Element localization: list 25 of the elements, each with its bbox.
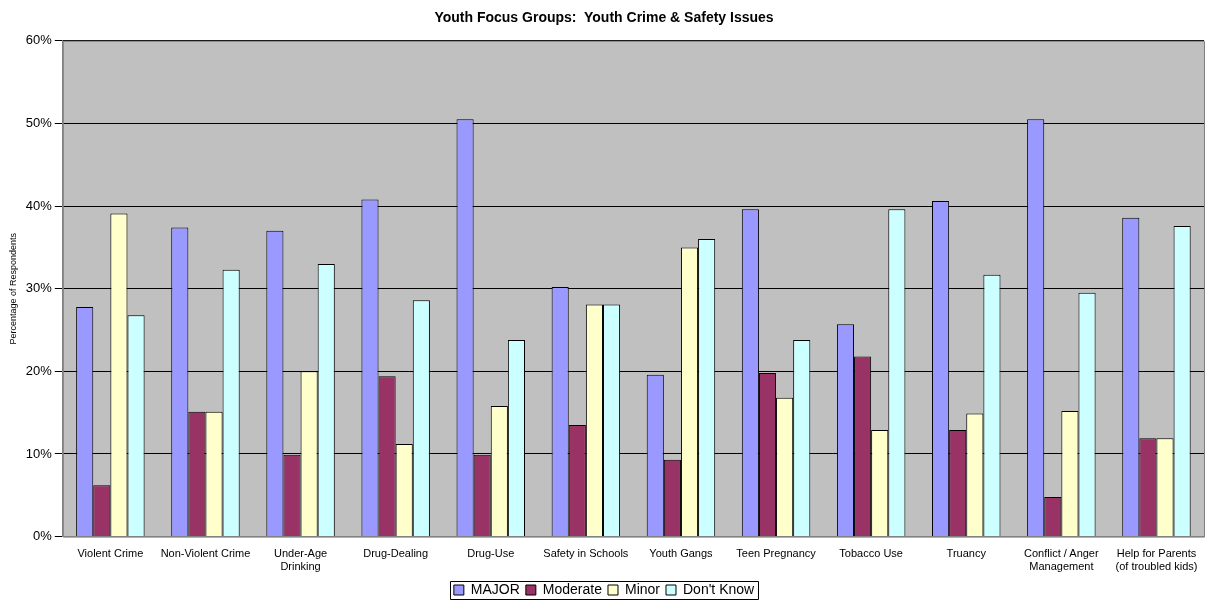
y-tick-label: 0% xyxy=(33,528,53,544)
x-tick-label: Conflict / Anger Management xyxy=(1024,547,1099,573)
y-tick-label: 30% xyxy=(25,280,53,296)
x-tick-label: Help for Parents (of troubled kids) xyxy=(1115,547,1198,573)
y-tick-label: 10% xyxy=(25,445,53,461)
y-tick-label: 60% xyxy=(25,32,53,48)
x-tick-label: Truancy xyxy=(946,547,987,560)
legend-label: Moderate xyxy=(542,580,603,597)
x-tick-label: Teen Pregnancy xyxy=(736,547,817,560)
x-tick-label: Tobacco Use xyxy=(839,547,903,560)
y-tick-label: 40% xyxy=(25,197,53,213)
x-tick-label: Under-Age Drinking xyxy=(273,547,328,573)
legend-label: Minor xyxy=(624,580,661,597)
x-tick-label: Drug-Use xyxy=(467,547,515,560)
legend-label: Don't Know xyxy=(683,580,756,597)
x-tick-label: Youth Gangs xyxy=(649,547,714,560)
chart-title: Youth Focus Groups: Youth Crime & Safety Issues xyxy=(434,9,774,26)
y-axis-title: Percentage of Respondents xyxy=(7,232,18,345)
x-tick-label: Drug-Dealing xyxy=(363,547,429,560)
y-tick-label: 50% xyxy=(25,115,53,131)
x-tick-label: Safety in Schools xyxy=(543,547,629,560)
x-tick-label: Violent Crime xyxy=(77,547,144,560)
x-tick-label: Non-Violent Crime xyxy=(160,547,251,560)
legend-label: MAJOR xyxy=(470,580,520,597)
y-tick-label: 20% xyxy=(25,362,53,378)
